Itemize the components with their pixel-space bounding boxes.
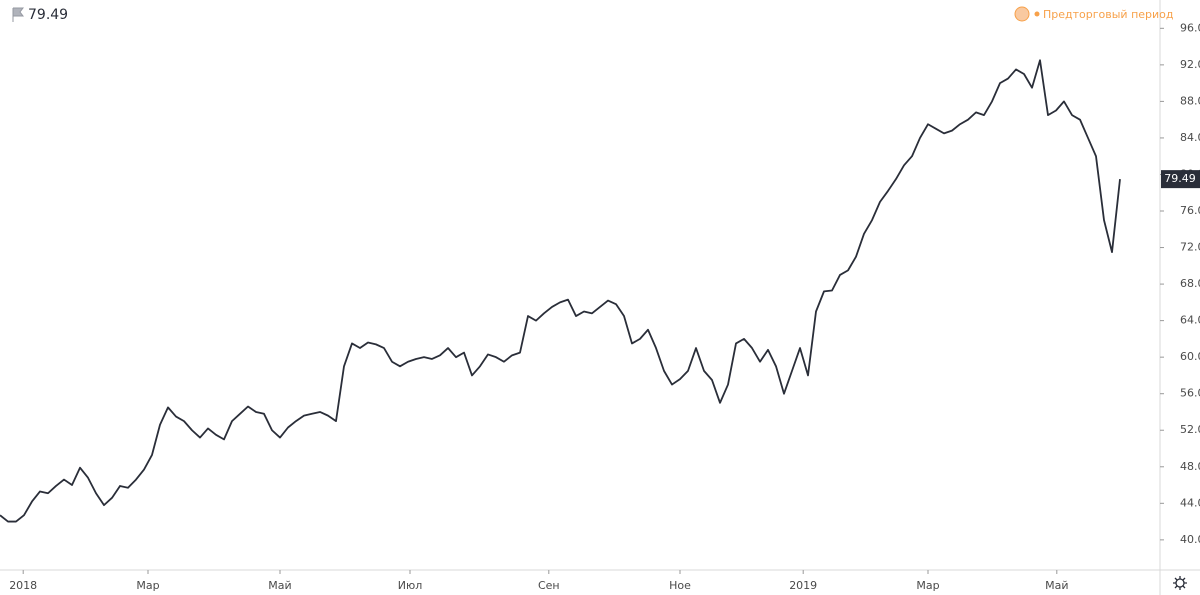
y-tick-label: 72.00 [1180, 241, 1200, 254]
status-text: Предторговый период [1043, 8, 1174, 21]
status-icon [1014, 6, 1030, 22]
y-tick-label: 44.00 [1180, 496, 1200, 509]
y-tick-label: 88.00 [1180, 94, 1200, 107]
y-tick-label: 40.00 [1180, 533, 1200, 546]
legend-value: 79.49 [28, 7, 68, 23]
y-tick-label: 48.00 [1180, 460, 1200, 473]
last-price-tag [1161, 170, 1200, 189]
y-tick-label: 60.00 [1180, 350, 1200, 363]
y-tick-label: 56.00 [1180, 387, 1200, 400]
y-tick-label: 64.00 [1180, 314, 1200, 327]
y-tick-label: 52.00 [1180, 423, 1200, 436]
status-dot [1034, 11, 1040, 17]
x-tick-label: Май [1045, 579, 1068, 592]
x-tick-label: 2019 [789, 579, 817, 592]
x-tick-label: Май [268, 579, 291, 592]
y-tick-label: 84.00 [1180, 131, 1200, 144]
last-price-label: 79.49 [1164, 172, 1196, 185]
x-tick-label: Мар [136, 579, 159, 592]
y-tick-label: 68.00 [1180, 277, 1200, 290]
y-tick-label: 76.00 [1180, 204, 1200, 217]
x-tick-label: Мар [916, 579, 939, 592]
x-tick-label: Сен [538, 579, 560, 592]
y-tick-label: 92.00 [1180, 58, 1200, 71]
price-line [0, 59, 1121, 523]
settings-icon[interactable] [1173, 576, 1187, 590]
x-tick-label: 2018 [9, 579, 37, 592]
x-tick-label: Июл [398, 579, 423, 592]
flag-icon [12, 7, 24, 22]
y-tick-label: 96.00 [1180, 21, 1200, 34]
x-tick-label: Ное [669, 579, 691, 592]
